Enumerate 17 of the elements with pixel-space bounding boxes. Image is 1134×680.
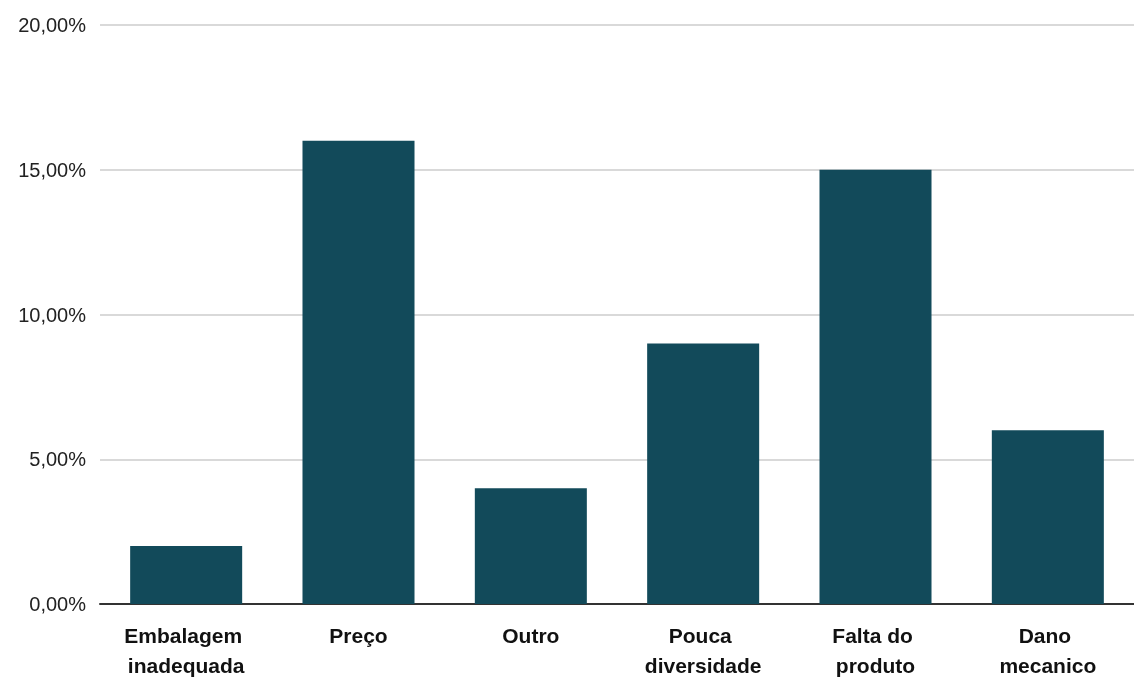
bar — [302, 140, 415, 604]
x-tick-label: Preço — [329, 623, 388, 647]
bar — [647, 343, 760, 604]
bar — [819, 169, 932, 604]
x-tick-label: Embalagem inadequada — [124, 623, 249, 677]
bar — [130, 546, 243, 604]
x-tick-label: Pouca diversidade — [644, 623, 762, 677]
bar — [474, 488, 587, 604]
x-tick-label: Falta do produto — [832, 623, 919, 677]
y-tick-label: 15,00% — [18, 158, 87, 181]
y-tick-label: 5,00% — [29, 448, 87, 471]
y-tick-label: 20,00% — [18, 14, 87, 36]
y-tick-label: 0,00% — [29, 593, 87, 615]
x-tick-label: Dano mecanico — [999, 623, 1097, 677]
y-tick-label: 10,00% — [18, 303, 87, 326]
x-tick-label: Outro — [502, 623, 560, 647]
bar — [991, 430, 1104, 604]
